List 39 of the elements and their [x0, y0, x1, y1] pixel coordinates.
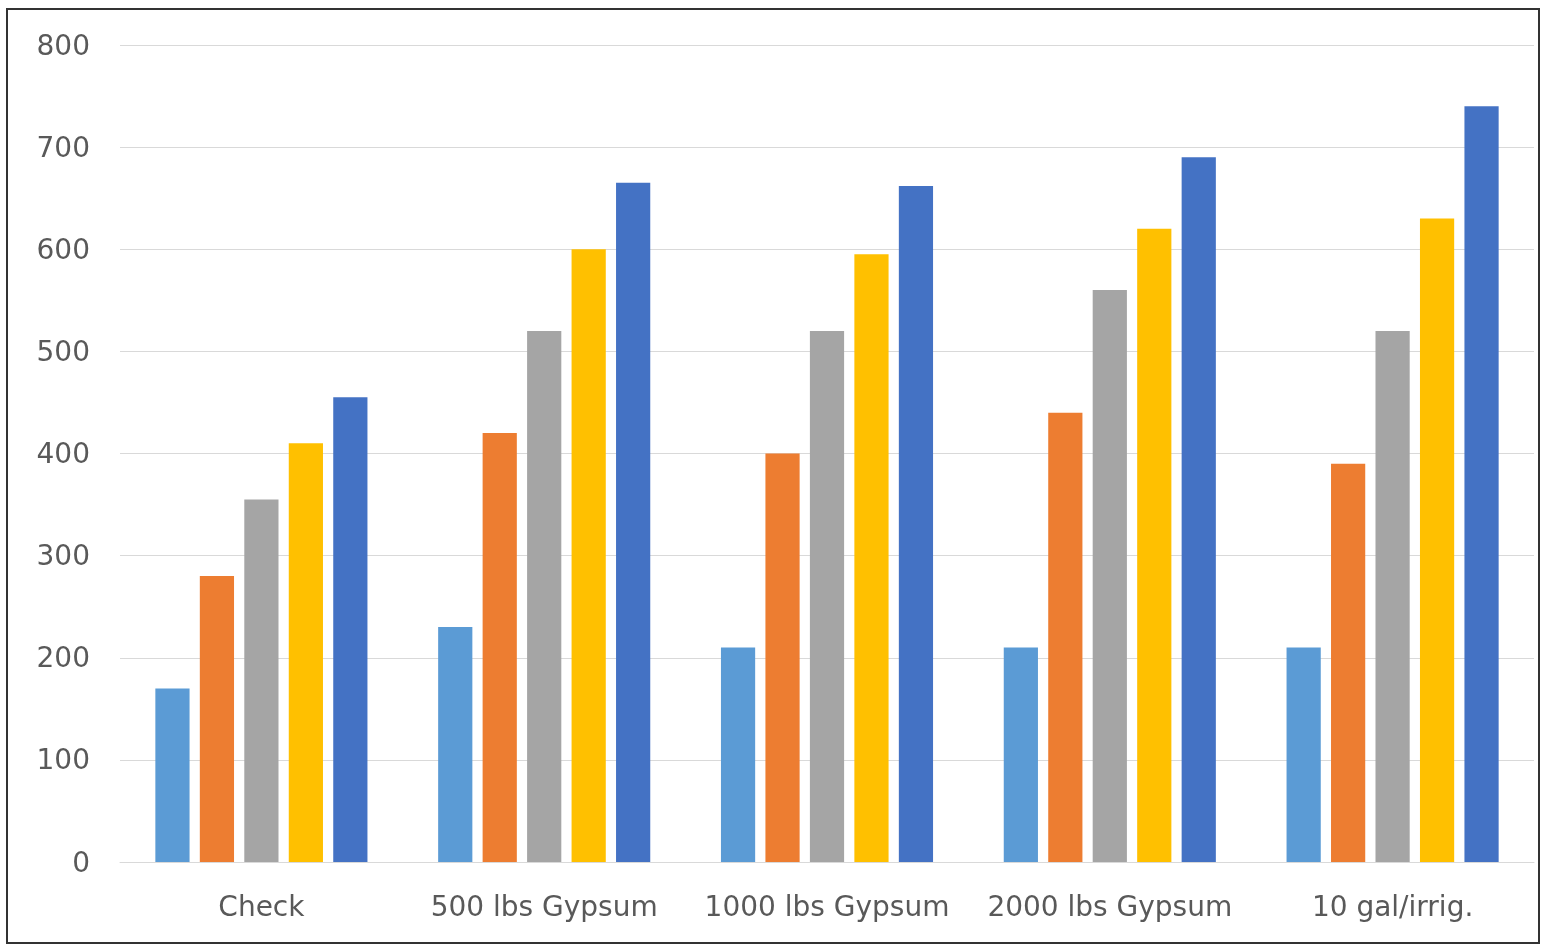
bar [333, 397, 368, 862]
y-tick-label: 300 [36, 539, 90, 573]
bar [1419, 218, 1455, 862]
x-tick-label: Check [218, 889, 306, 923]
y-tick-label: 700 [36, 130, 90, 164]
y-tick-label: 0 [72, 845, 90, 879]
bar [1331, 463, 1366, 862]
y-tick-label: 100 [36, 743, 90, 777]
bar [765, 453, 800, 862]
y-tick-label: 200 [36, 641, 90, 675]
bar [482, 433, 517, 862]
bar [854, 254, 889, 862]
x-tick-label: 1000 lbs Gypsum [704, 889, 950, 923]
bar [527, 330, 562, 862]
y-tick-label: 500 [36, 334, 90, 368]
bar [1181, 157, 1216, 862]
bar [1003, 647, 1038, 862]
bar [1375, 330, 1410, 862]
bar [720, 647, 756, 862]
bar [898, 185, 934, 862]
bar [1137, 228, 1172, 862]
bar [155, 688, 190, 862]
bar [438, 627, 473, 862]
bar [616, 182, 651, 862]
bar [1048, 412, 1083, 862]
bar [288, 443, 323, 862]
bar [809, 330, 845, 862]
y-tick-label: 400 [36, 437, 90, 470]
bar [1286, 647, 1321, 862]
bar [244, 499, 279, 862]
x-tick-label: 10 gal/irrig. [1311, 889, 1474, 923]
bar [571, 249, 606, 862]
bar [1464, 106, 1499, 862]
x-tick-label: 500 lbs Gypsum [430, 889, 658, 923]
bar [1092, 290, 1127, 862]
x-tick-label: 2000 lbs Gypsum [987, 889, 1233, 923]
bar [199, 576, 235, 862]
y-tick-label: 800 [36, 28, 90, 62]
y-tick-label: 600 [36, 232, 90, 266]
